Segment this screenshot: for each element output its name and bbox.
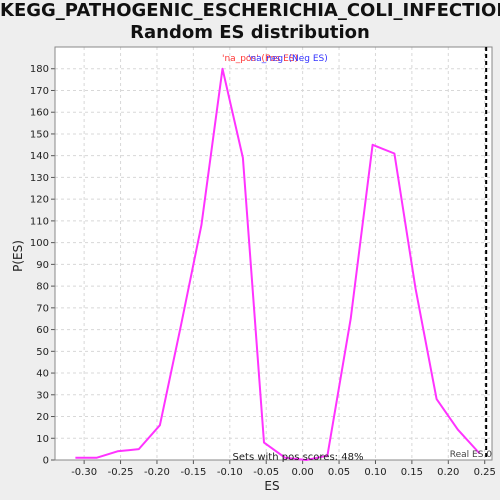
- y-tick-label: 50: [36, 347, 49, 358]
- y-tick-label: 0: [43, 456, 49, 467]
- y-tick-label: 40: [36, 369, 49, 380]
- x-tick-label: -0.30: [71, 467, 97, 478]
- axes: [51, 46, 493, 464]
- y-tick-label: 140: [30, 151, 49, 162]
- y-axis-title: P(ES): [11, 240, 25, 272]
- y-tick-label: 120: [30, 195, 49, 206]
- x-tick-label: -0.15: [180, 467, 206, 478]
- grid: [55, 47, 492, 461]
- x-tick-label: -0.05: [253, 467, 279, 478]
- real-es-label: Real ES 0: [450, 450, 493, 460]
- series-line: [75, 67, 481, 461]
- x-tick-label: 0.15: [401, 467, 423, 478]
- y-tick-label: 90: [36, 260, 49, 271]
- y-tick-label: 110: [30, 216, 49, 227]
- y-tick-label: 160: [30, 108, 49, 119]
- y-tick-label: 80: [36, 282, 49, 293]
- plot-frame: [54, 46, 493, 461]
- x-tick-label: -0.25: [108, 467, 134, 478]
- y-tick-label: 180: [30, 64, 49, 75]
- y-tick-label: 150: [30, 129, 49, 140]
- x-tick-label: 0.05: [328, 467, 350, 478]
- x-tick-label: 0.10: [364, 467, 386, 478]
- x-axis-title: ES: [264, 479, 279, 493]
- series-layer: [75, 47, 488, 461]
- chart-title-line-2: Random ES distribution: [130, 22, 370, 43]
- x-tick-label: -0.10: [217, 467, 243, 478]
- legend-label: 'na_pos' (Pos ES): [222, 54, 298, 64]
- labels: 0 10 20 30 40 50 60 70 80 90 100 110 120 130 140 150 160…: [30, 54, 496, 478]
- x-tick-label: 0.25: [474, 467, 496, 478]
- y-tick-label: 20: [36, 412, 49, 423]
- y-tick-label: 30: [36, 390, 49, 401]
- x-tick-label: -0.20: [144, 467, 170, 478]
- legend-label: 'na_neg' (Neg ES): [248, 54, 328, 64]
- x-tick-label: 0.00: [292, 467, 314, 478]
- plot-background: [55, 47, 492, 460]
- pos-scores-annotation: Sets with pos scores: 48%: [233, 452, 364, 463]
- y-tick-label: 100: [30, 238, 49, 249]
- chart-title-line-1: KEGG_PATHOGENIC_ESCHERICHIA_COLI_INFECTI…: [0, 0, 500, 21]
- y-tick-label: 170: [30, 86, 49, 97]
- y-tick-label: 70: [36, 303, 49, 314]
- y-tick-label: 10: [36, 434, 49, 445]
- chart-title: KEGG_PATHOGENIC_ESCHERICHIA_COLI_INFECTI…: [0, 0, 500, 44]
- y-tick-label: 60: [36, 325, 49, 336]
- y-tick-label: 130: [30, 173, 49, 184]
- x-tick-label: 0.20: [437, 467, 459, 478]
